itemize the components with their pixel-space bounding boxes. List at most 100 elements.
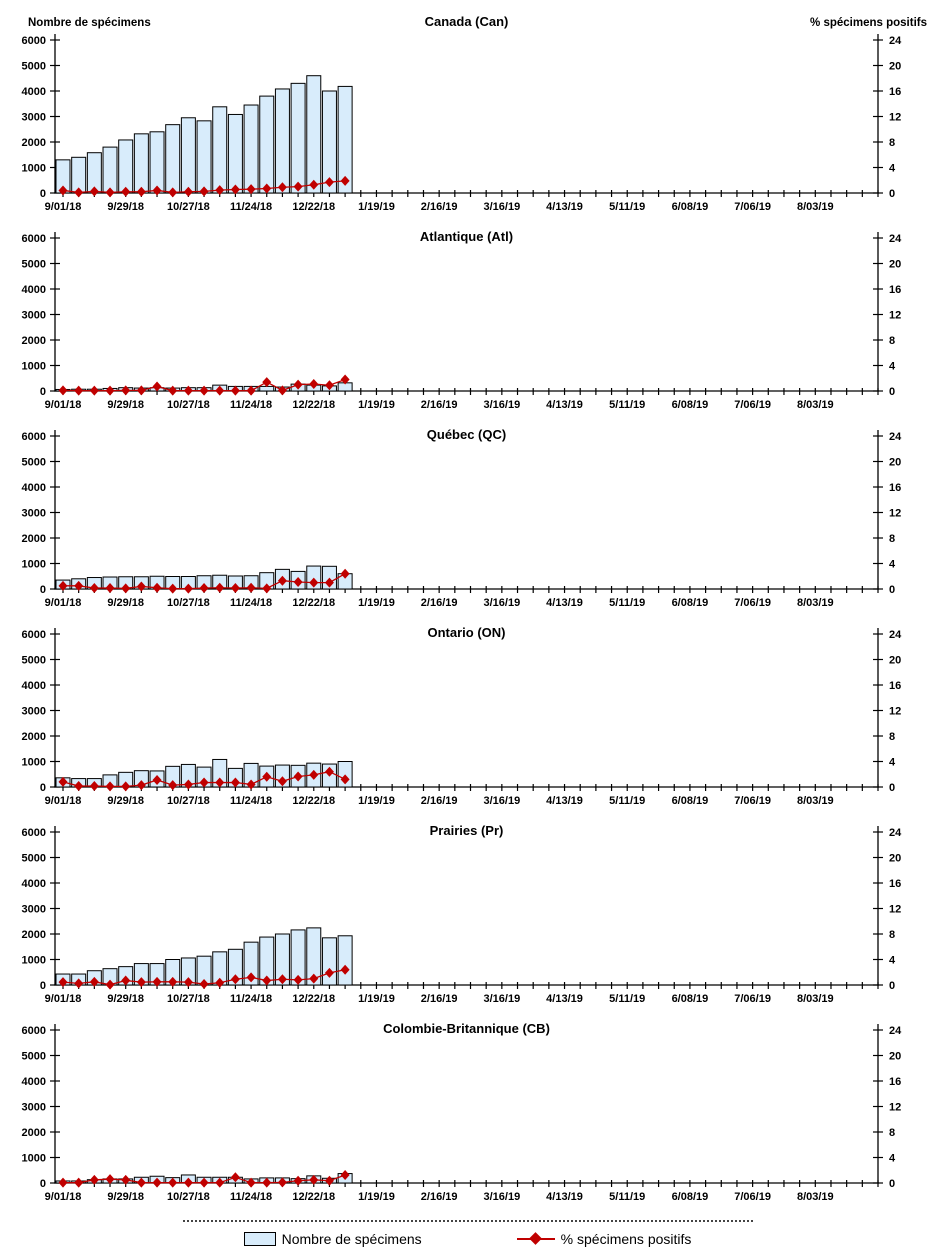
svg-text:6000: 6000 [22,629,46,641]
svg-text:20: 20 [889,259,901,271]
svg-text:12/22/18: 12/22/18 [292,399,335,411]
svg-text:12: 12 [889,706,901,718]
svg-text:1/19/19: 1/19/19 [358,795,395,807]
chart-colombie-britannique-canvas: 0 1000 2000 3000 4000 5000 6000 0 4 8 12 16 20 24 9/01… [22,1024,902,1203]
svg-text:8: 8 [889,137,895,149]
svg-text:12: 12 [889,508,901,520]
svg-text:0: 0 [889,980,895,992]
svg-text:0: 0 [40,782,46,794]
svg-text:3/16/19: 3/16/19 [483,597,520,609]
svg-text:5000: 5000 [22,853,46,865]
chart-prairies-canvas: 0 1000 2000 3000 4000 5000 6000 0 4 8 12 16 20 24 9/01… [22,826,902,1005]
svg-text:16: 16 [889,86,901,98]
svg-text:9/01/18: 9/01/18 [45,993,82,1005]
svg-text:2/16/19: 2/16/19 [421,597,458,609]
svg-text:3/16/19: 3/16/19 [483,399,520,411]
svg-text:0: 0 [40,980,46,992]
right-axis-title: % spécimens positifs [810,17,927,29]
svg-text:6000: 6000 [22,431,46,443]
svg-text:12/22/18: 12/22/18 [292,795,335,807]
panel-prairies: Prairies (Pr) 0 1000 2000 3000 4000 5000 6000 0… [0,820,935,1018]
svg-text:12/22/18: 12/22/18 [292,597,335,609]
svg-text:5000: 5000 [22,655,46,667]
svg-text:4: 4 [889,955,896,967]
svg-text:12: 12 [889,112,901,124]
svg-text:9/29/18: 9/29/18 [107,993,144,1005]
svg-text:3/16/19: 3/16/19 [483,201,520,213]
svg-text:0: 0 [889,782,895,794]
svg-text:4: 4 [889,559,896,571]
legend-divider [182,1220,753,1222]
svg-text:10/27/18: 10/27/18 [167,399,210,411]
svg-text:1000: 1000 [22,1153,46,1165]
svg-text:2/16/19: 2/16/19 [421,993,458,1005]
panel-title-prairies: Prairies (Pr) [429,823,504,838]
legend-item-specimens: Nombre de spécimens [243,1231,422,1247]
legend-line-diamond-icon [516,1232,555,1245]
svg-text:10/27/18: 10/27/18 [167,1191,210,1203]
panel-colombie-britannique: Colombie-Britannique (CB) 0 1000 2000 3000 4… [0,1018,935,1216]
svg-text:24: 24 [889,827,902,839]
svg-text:16: 16 [889,284,901,296]
legend-bar-label: Nombre de spécimens [281,1231,422,1247]
svg-text:8/03/19: 8/03/19 [797,201,834,213]
svg-text:4: 4 [889,361,896,373]
svg-text:1/19/19: 1/19/19 [358,597,395,609]
svg-text:5/11/19: 5/11/19 [609,399,645,411]
svg-text:4/13/19: 4/13/19 [546,399,583,411]
svg-text:20: 20 [889,1051,901,1063]
legend: Nombre de spécimens % spécimens positifs [0,1216,935,1247]
svg-text:1/19/19: 1/19/19 [358,201,395,213]
svg-text:1/19/19: 1/19/19 [358,1191,395,1203]
svg-text:20: 20 [889,457,901,469]
svg-text:2000: 2000 [22,533,46,545]
svg-text:11/24/18: 11/24/18 [230,1191,272,1203]
legend-item-pct-positifs: % spécimens positifs [516,1231,691,1247]
svg-text:4000: 4000 [22,86,46,98]
svg-text:9/01/18: 9/01/18 [45,399,82,411]
svg-text:10/27/18: 10/27/18 [167,993,210,1005]
svg-text:6/08/19: 6/08/19 [672,399,709,411]
svg-text:0: 0 [40,584,46,596]
svg-text:5000: 5000 [22,61,46,73]
svg-text:4/13/19: 4/13/19 [546,993,583,1005]
svg-text:4: 4 [889,163,896,175]
svg-text:2/16/19: 2/16/19 [421,795,458,807]
svg-text:4000: 4000 [22,878,46,890]
svg-text:5/11/19: 5/11/19 [609,201,645,213]
svg-text:8: 8 [889,335,895,347]
svg-text:12/22/18: 12/22/18 [292,1191,335,1203]
panel-title-atlantique: Atlantique (Atl) [419,229,514,244]
svg-text:5/11/19: 5/11/19 [609,1191,645,1203]
svg-text:5/11/19: 5/11/19 [609,597,645,609]
svg-text:4: 4 [889,1153,896,1165]
svg-text:4000: 4000 [22,1076,46,1088]
svg-text:6/08/19: 6/08/19 [672,597,709,609]
svg-text:3000: 3000 [22,310,46,322]
svg-text:5/11/19: 5/11/19 [609,795,645,807]
svg-text:5000: 5000 [22,259,46,271]
svg-text:6/08/19: 6/08/19 [672,201,709,213]
svg-text:8: 8 [889,929,895,941]
svg-text:11/24/18: 11/24/18 [230,597,272,609]
svg-text:4/13/19: 4/13/19 [546,1191,583,1203]
svg-text:7/06/19: 7/06/19 [734,1191,771,1203]
svg-text:5/11/19: 5/11/19 [609,993,645,1005]
svg-text:8: 8 [889,731,895,743]
svg-text:12: 12 [889,1102,901,1114]
svg-text:0: 0 [889,386,895,398]
svg-text:20: 20 [889,655,901,667]
svg-text:3000: 3000 [22,508,46,520]
panel-canada: Nombre de spécimens Canada (Can) % spéci… [0,0,935,226]
svg-text:16: 16 [889,680,901,692]
svg-text:8/03/19: 8/03/19 [797,399,834,411]
svg-text:2000: 2000 [22,335,46,347]
svg-text:7/06/19: 7/06/19 [734,201,771,213]
svg-text:6/08/19: 6/08/19 [672,1191,709,1203]
panel-atlantique: Atlantique (Atl) 0 1000 2000 3000 4000 5000 60… [0,226,935,424]
svg-text:12/22/18: 12/22/18 [292,993,335,1005]
svg-text:0: 0 [40,386,46,398]
svg-text:0: 0 [40,188,46,200]
svg-text:2000: 2000 [22,731,46,743]
svg-text:1000: 1000 [22,955,46,967]
